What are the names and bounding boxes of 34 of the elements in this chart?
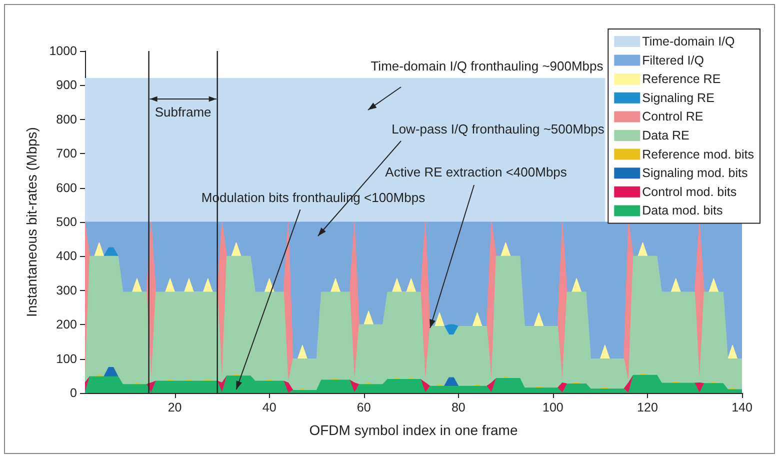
- annotation: Time-domain I/Q fronthauling ~900Mbps: [370, 58, 604, 74]
- y-tick-label: 500: [56, 215, 78, 229]
- x-tick-label: 100: [542, 400, 564, 414]
- x-tick-label: 20: [168, 400, 182, 414]
- legend-label: Signaling mod. bits: [642, 166, 748, 180]
- y-axis-title: Instantaneous bit-rates (Mbps): [23, 127, 40, 317]
- legend-label: Data mod. bits: [642, 204, 723, 218]
- x-axis-title: OFDM symbol index in one frame: [309, 422, 518, 438]
- x-tick-label: 40: [262, 400, 276, 414]
- y-tick-label: 100: [56, 352, 78, 366]
- legend-label: Reference RE: [642, 72, 721, 86]
- y-tick-label: 700: [56, 146, 78, 161]
- y-tick-label: 200: [56, 318, 78, 332]
- legend-label: Time-domain I/Q: [642, 34, 736, 48]
- y-tick-label: 1000: [49, 44, 78, 58]
- annotation: Subframe: [154, 104, 212, 120]
- x-tick-label: 80: [451, 400, 466, 414]
- y-tick-label: 600: [56, 180, 78, 195]
- y-tick-label: 800: [56, 112, 78, 126]
- x-tick-label: 60: [356, 400, 371, 414]
- legend-label: Signaling RE: [642, 90, 714, 105]
- y-tick-label: 0: [70, 386, 78, 400]
- annotation: Active RE extraction <400Mbps: [385, 164, 568, 180]
- y-tick-label: 900: [56, 78, 78, 92]
- legend-label: Reference mod. bits: [642, 147, 754, 162]
- x-tick-label: 120: [637, 400, 658, 414]
- legend-label: Control mod. bits: [642, 184, 737, 199]
- annotation: Low-pass I/Q fronthauling ~500Mbps: [392, 122, 605, 136]
- legend-label: Data RE: [642, 128, 690, 142]
- x-tick-label: 140: [732, 400, 752, 414]
- y-tick-label: 400: [56, 249, 78, 264]
- legend-label: Filtered I/Q: [642, 53, 704, 68]
- y-tick-label: 300: [56, 283, 78, 298]
- legend-label: Control RE: [642, 110, 704, 124]
